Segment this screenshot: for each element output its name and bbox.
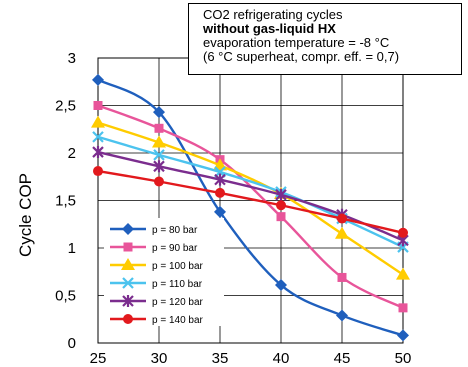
data-point [92, 131, 104, 143]
legend-entry: p = 100 bar [110, 258, 204, 272]
data-point [153, 160, 165, 173]
legend-box [104, 218, 224, 326]
y-axis-ticks: 0 0,5 1 1,5 2 2,5 3 [55, 50, 76, 352]
data-point [214, 173, 226, 186]
y-tick-label: 2,5 [55, 98, 76, 115]
data-point [93, 166, 103, 177]
data-point [336, 309, 348, 322]
data-point [275, 188, 287, 201]
data-point [93, 101, 103, 110]
data-point [275, 279, 287, 292]
series-4 [92, 146, 409, 247]
y-tick-label: 0,5 [55, 288, 76, 305]
data-point [214, 205, 226, 218]
y-axis-label: Cycle COP [16, 172, 35, 258]
data-point [337, 272, 347, 282]
data-point [154, 176, 164, 187]
y-tick-label: 1,5 [55, 193, 76, 210]
note-line-4: (6 °C superheat, compr. eff. = 0,7) [203, 49, 400, 64]
data-point [276, 200, 286, 211]
legend-entry: p = 120 bar [110, 295, 204, 308]
y-tick-label: 3 [68, 50, 76, 67]
data-point [215, 187, 225, 198]
x-tick-label: 25 [90, 350, 107, 367]
y-tick-label: 0 [68, 335, 76, 352]
x-tick-label: 40 [273, 350, 290, 367]
x-tick-label: 35 [212, 350, 229, 367]
legend: p = 80 bar p = 90 bar p = 100 bar p = 110 b… [110, 223, 204, 326]
legend-entry: p = 90 bar [110, 242, 198, 254]
x-axis-ticks: 25 30 35 40 45 50 [90, 350, 412, 367]
series-line [97, 150, 404, 242]
data-point [152, 135, 166, 148]
legend-marker [123, 242, 133, 252]
data-point [153, 106, 165, 119]
legend-label: p = 80 bar [152, 225, 198, 236]
y-tick-label: 2 [68, 145, 76, 162]
x-tick-label: 30 [151, 350, 168, 367]
legend-marker [121, 258, 135, 270]
x-tick-label: 50 [395, 350, 412, 367]
legend-label: p = 140 bar [152, 315, 204, 326]
series-group [91, 73, 410, 342]
data-point [398, 303, 408, 313]
data-point [337, 213, 347, 224]
legend-label: p = 120 bar [152, 297, 204, 308]
legend-marker [123, 314, 133, 324]
data-point [398, 227, 408, 238]
legend-label: p = 100 bar [152, 261, 204, 272]
data-point [276, 212, 286, 222]
legend-label: p = 90 bar [152, 243, 198, 254]
legend-marker [122, 277, 134, 289]
data-point [92, 73, 104, 86]
data-point [92, 146, 104, 159]
note-line-1: CO2 refrigerating cycles [203, 7, 343, 22]
data-point [154, 123, 164, 133]
data-point [91, 115, 105, 128]
series-5 [93, 166, 408, 238]
data-point [397, 329, 409, 342]
legend-entry: p = 110 bar [110, 277, 203, 290]
series-0 [92, 73, 409, 342]
legend-entry: p = 80 bar [110, 223, 198, 236]
y-tick-label: 1 [68, 240, 76, 257]
legend-label: p = 110 bar [152, 279, 203, 290]
note-line-3: evaporation temperature = -8 °C [203, 35, 390, 50]
data-point [335, 226, 349, 239]
legend-marker [122, 295, 134, 307]
legend-marker [122, 223, 134, 235]
legend-entry: p = 140 bar [110, 314, 204, 326]
series-line [97, 169, 404, 234]
note-line-2: without gas-liquid HX [203, 21, 336, 36]
chart-note-box: CO2 refrigerating cycles without gas-liq… [188, 3, 462, 75]
x-tick-label: 45 [334, 350, 351, 367]
data-point [153, 149, 165, 161]
data-point [396, 267, 410, 280]
